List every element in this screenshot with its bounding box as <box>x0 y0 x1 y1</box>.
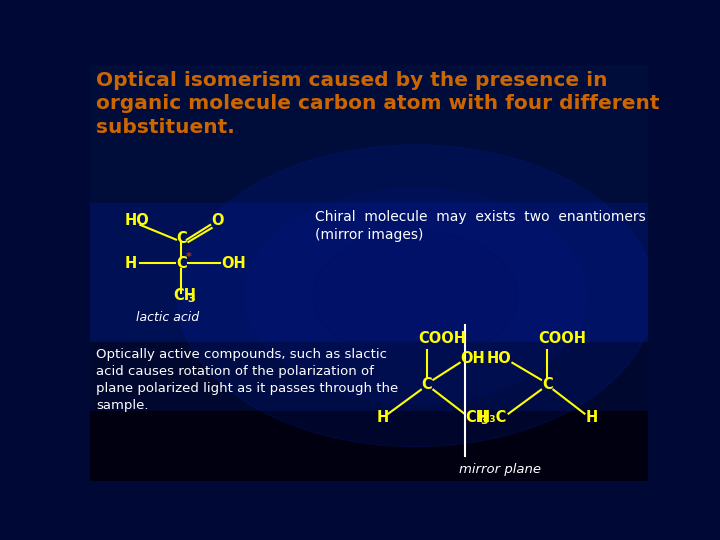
Bar <box>90 134 648 204</box>
Text: HO: HO <box>125 213 150 228</box>
Text: OH: OH <box>461 350 485 366</box>
Text: H: H <box>377 410 389 425</box>
Text: CH: CH <box>173 288 196 303</box>
Text: H₃C: H₃C <box>477 410 507 425</box>
Text: CH: CH <box>465 410 488 425</box>
Text: HO: HO <box>487 350 511 366</box>
Bar <box>90 411 648 481</box>
Ellipse shape <box>313 231 518 361</box>
Text: H: H <box>586 410 598 425</box>
Bar <box>90 65 648 134</box>
Text: C: C <box>422 377 433 392</box>
Text: OH: OH <box>222 256 246 271</box>
Text: O: O <box>212 213 224 228</box>
Ellipse shape <box>177 145 654 447</box>
Text: C: C <box>176 231 186 246</box>
Text: Optically active compounds, such as slactic
acid causes rotation of the polariza: Optically active compounds, such as slac… <box>96 348 398 412</box>
Text: 3: 3 <box>480 416 487 426</box>
Ellipse shape <box>245 188 586 403</box>
Text: 3: 3 <box>188 294 195 304</box>
Text: COOH: COOH <box>538 330 586 346</box>
Bar <box>90 273 648 342</box>
Text: C: C <box>542 377 553 392</box>
Bar <box>90 342 648 411</box>
Text: mirror plane: mirror plane <box>459 463 541 476</box>
Text: lactic acid: lactic acid <box>137 311 199 324</box>
Bar <box>90 204 648 273</box>
Text: H: H <box>125 256 137 271</box>
Text: Chiral  molecule  may  exists  two  enantiomers
(mirror images): Chiral molecule may exists two enantiome… <box>315 210 646 242</box>
Text: C: C <box>176 256 186 271</box>
Text: *: * <box>186 252 192 262</box>
Text: COOH: COOH <box>418 330 466 346</box>
Text: Optical isomerism caused by the presence in
organic molecule carbon atom with fo: Optical isomerism caused by the presence… <box>96 71 660 137</box>
